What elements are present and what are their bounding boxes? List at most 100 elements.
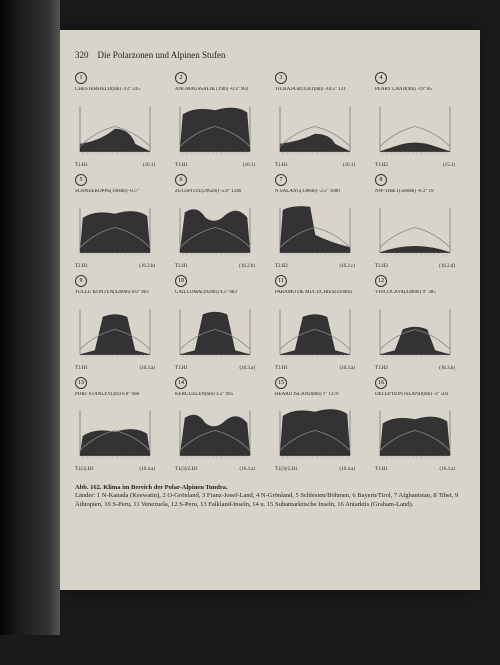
tcode: T2.H2 [275,264,288,269]
panel-number: 12 [375,275,387,287]
climate-panel-14: 14 KERGUELEN(6m) 3.5° 995 T1(3)/2.H1(16.4… [175,377,265,473]
tcode: T2.H1 [75,264,88,269]
climate-chart [175,399,255,467]
tcode: T3.H1 [175,366,188,371]
tcode: T1.H1 [275,163,288,168]
climate-chart [175,95,255,163]
climate-panel-13: 13PORT STANLEY(2m) 6.0° 668 T1(3).H1(16.… [75,377,165,473]
panel-number: 15 [275,377,287,389]
climate-panel-7: 7N SALANG(3366m) -2.5° 1000 T2.H2(16.2.c… [275,174,365,270]
climate-chart [375,399,455,467]
panel-title: CAILLOMA(3920m) 4.5° 683 [175,290,237,296]
tcode: T3.H1 [75,366,88,371]
panel-footer: T1.H2(15.1) [375,163,455,168]
rcode: (16.2.b) [239,264,255,269]
panel-footer: T3.H1 (16.3.a) [275,366,355,371]
panel-title: ANGMAGSSALIK (19m) -0.3° 903 [175,87,248,93]
climate-panel-4: 4 PEARY LAND(9m) -19° 85 T1.H2(15.1) [375,72,465,168]
tcode: T3.H2 [375,366,388,371]
climate-panel-16: 16DECEPTION ISLAND(8m) -3° 503 T1.H1(16.… [375,377,465,473]
climate-panel-8: 8NW-TIBET(5600m) -0.3° 19 T2.H3(16.2.d) [375,174,465,270]
panel-number: 14 [175,377,187,389]
climate-chart [275,196,355,264]
tcode: T3.H1 [275,366,288,371]
panel-number: 10 [175,275,187,287]
panel-title: PORT STANLEY(2m) 6.0° 668 [75,392,139,398]
panel-title: HEARD ISLAND(8m) 1° 1379 [275,392,339,398]
panel-footer: T1(3)/2.H1 (16.4.a) [275,467,355,472]
rcode: (16.4.a) [339,467,355,472]
climate-chart [75,95,155,163]
panel-footer: T1(3).H1(16.4.a) [75,467,155,472]
tcode: T2.H3 [375,264,388,269]
rcode: (16.4.a) [439,467,455,472]
panel-title: CHESTERFIELD(6m) -13° 235 [75,87,140,93]
rcode: (16.2.d) [439,264,455,269]
climate-panel-15: 15 HEARD ISLAND(8m) 1° 1379 T1(3)/2.H1 (16… [275,377,365,473]
panel-number: 1 [75,72,87,84]
panel-title: PEARY LAND(9m) -19° 85 [375,87,432,93]
panel-title: PARAMO DE MUCUCHÍES(4100m) [275,290,352,296]
climate-chart [275,95,355,163]
panel-footer: T3.H1 (16.3.a) [175,366,255,371]
page-header: 320 Die Polarzonen und Alpinen Stufen [75,50,465,60]
caption-title: Klima im Bereich der Polar-Alpinen Tundr… [103,484,227,491]
climate-chart [175,298,255,366]
panel-number: 9 [75,275,87,287]
climate-chart [375,298,455,366]
caption-label: Abb. 162. [75,484,102,491]
tcode: T2.H1 [175,264,188,269]
panel-footer: T3.H1(16.3.a) [75,366,155,371]
tcode: T1.H1 [175,163,188,168]
book-binding [0,0,60,635]
climate-chart [375,196,455,264]
rcode: (16.1) [243,163,255,168]
panel-title: ZUGSPITZE(2962m) -5.0° 1340 [175,189,241,195]
rcode: (16.3.a) [239,366,255,371]
climate-chart [75,196,155,264]
rcode: (16.2.c) [339,264,355,269]
panel-number: 6 [175,174,187,186]
panel-title: TICHAJA BUCHT(8m) -10.5° 121 [275,87,346,93]
tcode: T1(3).H1 [75,467,94,472]
climate-panel-5: 5SCHNEEKOPPE(1660m) -0.5° T2.H1(16.2.b) [75,174,165,270]
panel-footer: T2.H1 (16.2.b) [175,264,255,269]
panel-footer: T1.H1 (16.4.a) [375,467,455,472]
rcode: (16.3.b) [439,366,455,371]
panel-number: 3 [275,72,287,84]
rcode: (16.3.a) [339,366,355,371]
panel-title: DECEPTION ISLAND(8m) -3° 503 [375,392,448,398]
panel-number: 4 [375,72,387,84]
panel-footer: T1.H1(16.1) [275,163,355,168]
page: 320 Die Polarzonen und Alpinen Stufen 1 C… [60,30,480,590]
panel-footer: T2.H1 (16.2.b) [75,264,155,269]
figure-caption: Abb. 162. Klima im Bereich der Polar-Alp… [75,484,465,509]
tcode: T1.H1 [75,163,88,168]
panel-number: 11 [275,275,287,287]
panel-number: 7 [275,174,287,186]
panel-title: TULLU KONTEN(4200m) 8.0° 963 [75,290,149,296]
climate-panel-6: 6 ZUGSPITZE(2962m) -5.0° 1340 T2.H1 (16.2.… [175,174,265,270]
panel-footer: T1(3)/2.H1(16.4.a) [175,467,255,472]
panel-footer: T3.H2 (16.3.b) [375,366,455,371]
panel-title: VINCOCAYA(4380m) 0° 385 [375,290,436,296]
climate-chart [75,298,155,366]
rcode: (16.2.b) [139,264,155,269]
climate-panel-2: 2 ANGMAGSSALIK (19m) -0.3° 903 T1.H1 (16.1… [175,72,265,168]
panel-footer: T1.H1 (16.1) [175,163,255,168]
page-number: 320 [75,50,89,60]
climate-chart [275,298,355,366]
climate-diagram-grid: 1CHESTERFIELD(6m) -13° 235 T1.H1(16.1)2A… [75,72,465,472]
climate-panel-10: 10 CAILLOMA(3920m) 4.5° 683 T3.H1 (16.3.a) [175,275,265,371]
page-title: Die Polarzonen und Alpinen Stufen [98,50,226,60]
tcode: T1(3)/2.H1 [175,467,198,472]
panel-number: 8 [375,174,387,186]
climate-chart [375,95,455,163]
tcode: T1.H1 [375,467,388,472]
tcode: T1(3)/2.H1 [275,467,298,472]
panel-number: 2 [175,72,187,84]
panel-title: KERGUELEN(6m) 3.5° 995 [175,392,233,398]
panel-number: 5 [75,174,87,186]
caption-legend: Länder: 1 N-Kanada (Keewatin), 2 O-Grönl… [75,492,458,507]
climate-panel-11: 11 PARAMO DE MUCUCHÍES(4100m) T3.H1 (16.3.… [275,275,365,371]
